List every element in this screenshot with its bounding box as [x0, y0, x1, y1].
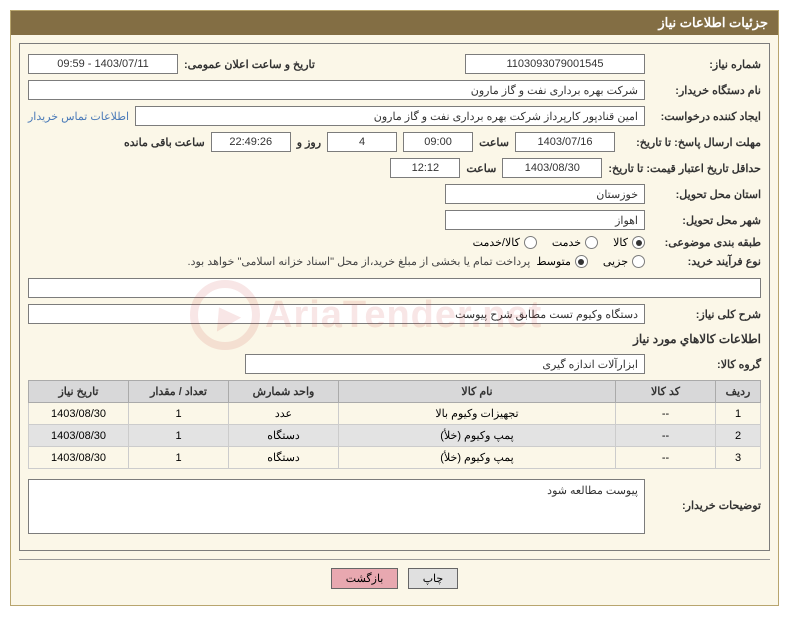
price-time-label: ساعت	[466, 162, 496, 175]
countdown-days-label: روز و	[297, 136, 321, 149]
contact-link[interactable]: اطلاعات تماس خریدار	[28, 110, 129, 123]
table-cell: دستگاه	[229, 447, 339, 469]
table-cell: عدد	[229, 403, 339, 425]
purchase-radio-medium[interactable]: متوسط	[536, 255, 588, 268]
table-cell: 2	[716, 425, 761, 447]
buyer-org-value: شرکت بهره برداری نفت و گاز مارون	[28, 80, 645, 100]
table-cell: 1403/08/30	[29, 447, 129, 469]
print-button[interactable]: چاپ	[408, 568, 459, 589]
items-section-title: اطلاعات کالاهاي مورد نیاز	[28, 332, 761, 346]
need-number-label: شماره نیاز:	[651, 58, 761, 71]
price-validity-label: حداقل تاریخ اعتبار قیمت: تا تاریخ:	[608, 162, 761, 175]
info-box: شماره نیاز: 1103093079001545 تاریخ و ساع…	[19, 43, 770, 551]
category-radio-kala[interactable]: کالا	[613, 236, 645, 249]
category-label: طبقه بندی موضوعی:	[651, 236, 761, 249]
product-group-value: ابزارآلات اندازه گیری	[245, 354, 645, 374]
category-radio-both[interactable]: کالا/خدمت	[473, 236, 537, 249]
announce-date-label: تاریخ و ساعت اعلان عمومی:	[184, 58, 315, 71]
table-cell: 1	[129, 403, 229, 425]
th-date: تاریخ نیاز	[29, 381, 129, 403]
radio-icon	[524, 236, 537, 249]
reply-deadline-time: 09:00	[403, 132, 473, 152]
radio-icon	[632, 236, 645, 249]
buyer-org-label: نام دستگاه خریدار:	[651, 84, 761, 97]
requester-value: امین قنادپور کارپرداز شرکت بهره برداری ن…	[135, 106, 645, 126]
table-cell: --	[616, 447, 716, 469]
table-cell: 1403/08/30	[29, 403, 129, 425]
reply-time-label: ساعت	[479, 136, 509, 149]
city-label: شهر محل تحویل:	[651, 214, 761, 227]
table-cell: پمپ وکیوم (خلأ)	[339, 425, 616, 447]
table-cell: --	[616, 425, 716, 447]
price-validity-time: 12:12	[390, 158, 460, 178]
panel-title: جزئیات اطلاعات نیاز	[11, 11, 778, 35]
table-cell: --	[616, 403, 716, 425]
table-row: 1--تجهیزات وکیوم بالاعدد11403/08/30	[29, 403, 761, 425]
button-row: چاپ بازگشت	[19, 559, 770, 597]
province-value: خوزستان	[445, 184, 645, 204]
price-validity-date: 1403/08/30	[502, 158, 602, 178]
empty-input	[28, 278, 761, 298]
purchase-radio-small[interactable]: جزیی	[603, 255, 645, 268]
table-cell: دستگاه	[229, 425, 339, 447]
back-button[interactable]: بازگشت	[331, 568, 399, 589]
purchase-note: پرداخت تمام یا بخشی از مبلغ خرید،از محل …	[188, 255, 531, 268]
product-group-label: گروه کالا:	[651, 358, 761, 371]
purchase-type-radio-group: جزیی متوسط	[536, 255, 645, 268]
requester-label: ایجاد کننده درخواست:	[651, 110, 761, 123]
table-cell: پمپ وکیوم (خلأ)	[339, 447, 616, 469]
table-cell: تجهیزات وکیوم بالا	[339, 403, 616, 425]
reply-deadline-label: مهلت ارسال پاسخ: تا تاریخ:	[621, 136, 761, 149]
category-radio-group: کالا خدمت کالا/خدمت	[473, 236, 645, 249]
need-number-value: 1103093079001545	[465, 54, 645, 74]
th-name: نام کالا	[339, 381, 616, 403]
table-cell: 1	[129, 425, 229, 447]
th-unit: واحد شمارش	[229, 381, 339, 403]
table-cell: 1	[716, 403, 761, 425]
countdown-days: 4	[327, 132, 397, 152]
purchase-type-label: نوع فرآیند خرید:	[651, 255, 761, 268]
countdown-remain-label: ساعت باقی مانده	[124, 136, 205, 149]
th-code: کد کالا	[616, 381, 716, 403]
buyer-notes-value: پیوست مطالعه شود	[28, 479, 645, 534]
province-label: استان محل تحویل:	[651, 188, 761, 201]
reply-deadline-date: 1403/07/16	[515, 132, 615, 152]
countdown-time: 22:49:26	[211, 132, 291, 152]
table-row: 2--پمپ وکیوم (خلأ)دستگاه11403/08/30	[29, 425, 761, 447]
th-row: ردیف	[716, 381, 761, 403]
radio-icon	[575, 255, 588, 268]
table-cell: 1	[129, 447, 229, 469]
main-panel: جزئیات اطلاعات نیاز شماره نیاز: 11030930…	[10, 10, 779, 606]
general-desc-label: شرح کلی نیاز:	[651, 308, 761, 321]
buyer-notes-label: توضیحات خریدار:	[651, 479, 761, 512]
category-radio-khedmat[interactable]: خدمت	[552, 236, 598, 249]
general-desc-value: دستگاه وکیوم تست مطابق شرح پیوست	[28, 304, 645, 324]
table-cell: 3	[716, 447, 761, 469]
radio-icon	[585, 236, 598, 249]
announce-date-value: 1403/07/11 - 09:59	[28, 54, 178, 74]
table-row: 3--پمپ وکیوم (خلأ)دستگاه11403/08/30	[29, 447, 761, 469]
radio-icon	[632, 255, 645, 268]
table-cell: 1403/08/30	[29, 425, 129, 447]
city-value: اهواز	[445, 210, 645, 230]
th-qty: تعداد / مقدار	[129, 381, 229, 403]
items-table: ردیف کد کالا نام کالا واحد شمارش تعداد /…	[28, 380, 761, 469]
